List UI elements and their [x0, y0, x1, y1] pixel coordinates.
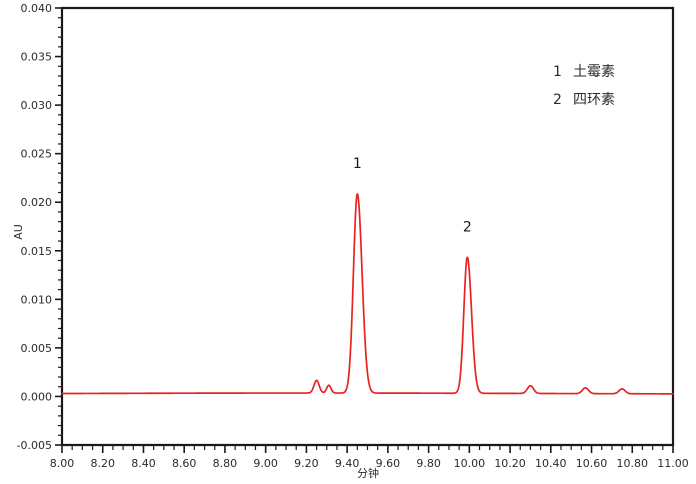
legend-label-2: 四环素: [573, 92, 615, 108]
y-tick-label: 0.000: [21, 390, 53, 403]
x-tick-label: 8.20: [90, 457, 115, 470]
y-tick-label: 0.030: [21, 99, 53, 112]
x-axis-tick-labels: 8.00 8.20 8.40 8.60 8.80 9.00 9.20 9.40 9.60 9.80…: [50, 457, 689, 470]
x-tick-label: 9.80: [416, 457, 441, 470]
peak-labels: 12: [353, 156, 472, 235]
y-tick-label: 0.010: [21, 293, 53, 306]
legend-label-1: 土霉素: [573, 64, 615, 80]
peak-label-1: 1: [353, 156, 362, 172]
x-tick-label: 11.00: [657, 457, 689, 470]
x-tick-label: 10.20: [494, 457, 526, 470]
peak-label-2: 2: [463, 219, 472, 235]
x-tick-label: 10.40: [535, 457, 567, 470]
plot-frame: [60, 6, 675, 447]
y-tick-label: 0.040: [21, 2, 53, 15]
y-tick-label: 0.035: [21, 51, 53, 64]
y-axis-title: AU: [12, 224, 25, 240]
x-axis-ticks: [61, 445, 674, 453]
y-tick-label: 0.020: [21, 196, 53, 209]
x-tick-label: 10.80: [617, 457, 649, 470]
x-tick-label: 9.60: [376, 457, 401, 470]
x-tick-label: 10.00: [454, 457, 486, 470]
y-axis-tick-labels: -0.005 0.000 0.005 0.010 0.015 0.020 0.025 0.03…: [17, 2, 52, 452]
x-tick-label: 9.40: [335, 457, 360, 470]
x-tick-label: 10.60: [576, 457, 608, 470]
chromatogram-trace: [61, 193, 674, 395]
y-tick-label: -0.005: [17, 439, 52, 452]
x-axis-title: 分钟: [357, 466, 379, 480]
legend: 1 土霉素 2 四环素: [553, 64, 615, 108]
y-tick-label: 0.025: [21, 148, 53, 161]
x-tick-label: 9.00: [253, 457, 278, 470]
x-tick-label: 8.80: [213, 457, 238, 470]
y-tick-label: 0.005: [21, 342, 53, 355]
y-tick-label: 0.015: [21, 245, 53, 258]
legend-index-1: 1: [553, 64, 562, 80]
x-tick-label: 8.40: [131, 457, 156, 470]
x-tick-label: 8.60: [172, 457, 197, 470]
legend-index-2: 2: [553, 92, 562, 108]
x-tick-label: 8.00: [50, 457, 75, 470]
x-tick-label: 9.20: [294, 457, 319, 470]
